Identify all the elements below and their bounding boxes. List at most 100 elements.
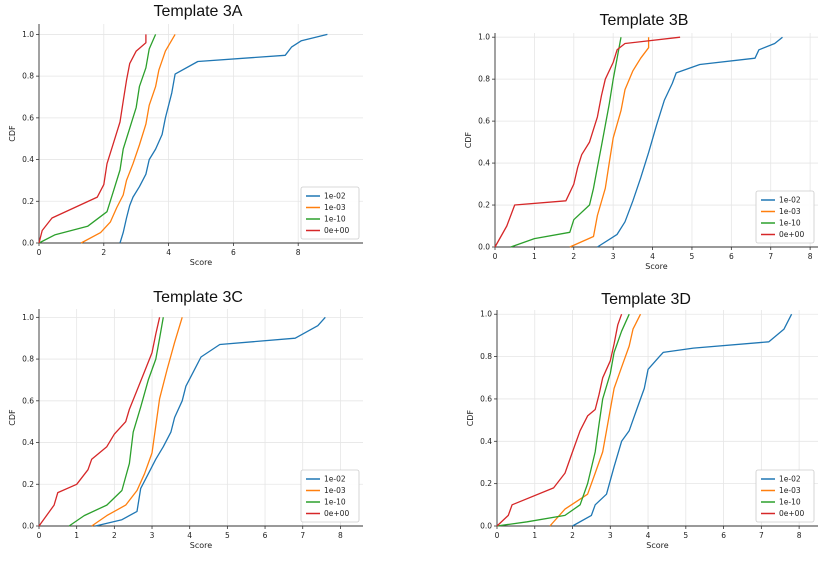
x-tick-label: 1 xyxy=(532,531,537,540)
x-tick-label: 6 xyxy=(263,531,268,540)
chart-title: Template 3D xyxy=(601,291,691,308)
legend-box xyxy=(300,186,360,240)
x-tick-label: 7 xyxy=(300,531,305,540)
legend-label: 0e+00 xyxy=(324,226,349,235)
x-tick-label: 0 xyxy=(37,531,42,540)
y-tick-label: 0.4 xyxy=(22,155,34,164)
series-line-0e+00 xyxy=(38,317,161,527)
series-line-1e-10 xyxy=(38,34,157,244)
x-tick-label: 7 xyxy=(768,252,773,261)
series-line-1e-10 xyxy=(68,317,164,527)
x-tick-label: 1 xyxy=(74,531,79,540)
series-line-1e-10 xyxy=(496,313,630,527)
y-tick-label: 0.4 xyxy=(478,159,490,168)
x-tick-label: 0 xyxy=(37,248,42,257)
y-tick-label: 0.2 xyxy=(22,480,34,489)
x-tick-label: 5 xyxy=(683,531,688,540)
x-tick-label: 4 xyxy=(646,531,651,540)
legend: 1e-02 1e-03 1e-10 0e+00 xyxy=(755,469,815,523)
series-line-1e-02 xyxy=(95,316,326,527)
chart-panel-3: Template 3C 0 1 2 3 4 5 6 7 8 0.0 0.2 0.4 0.6 0.8 1.0 Sc… xyxy=(8,289,363,550)
y-tick-label: 0.6 xyxy=(22,396,34,405)
x-tick-label: 7 xyxy=(759,531,764,540)
y-axis-label: CDF xyxy=(8,125,17,142)
y-tick-label: 0.6 xyxy=(22,113,34,122)
legend: 1e-02 1e-03 1e-10 0e+00 xyxy=(755,190,815,244)
x-tick-label: 8 xyxy=(808,252,813,261)
legend-label: 0e+00 xyxy=(779,509,804,518)
series-line-0e+00 xyxy=(496,313,623,527)
x-axis-label: Score xyxy=(646,541,668,550)
series-line-1e-03 xyxy=(569,37,650,248)
y-axis-label: CDF xyxy=(466,409,475,426)
x-tick-label: 6 xyxy=(231,248,236,257)
x-tick-label: 5 xyxy=(225,531,230,540)
x-tick-label: 3 xyxy=(150,531,155,540)
y-tick-label: 0.2 xyxy=(22,197,34,206)
legend-label: 1e-03 xyxy=(324,486,346,495)
chart-panel-2: Template 3B 0 1 2 3 4 5 6 7 8 0.0 0.2 0.4 0.6 0.8 1.0 Sc… xyxy=(464,12,818,271)
series-line-0e+00 xyxy=(38,34,147,244)
legend-label: 1e-10 xyxy=(779,498,801,507)
x-tick-label: 4 xyxy=(650,252,655,261)
x-tick-label: 8 xyxy=(296,248,301,257)
y-axis-label: CDF xyxy=(464,131,473,148)
x-tick-label: 4 xyxy=(166,248,171,257)
x-tick-label: 3 xyxy=(611,252,616,261)
x-tick-label: 0 xyxy=(495,531,500,540)
y-tick-label: 0.0 xyxy=(480,522,492,531)
y-tick-label: 0.6 xyxy=(478,117,490,126)
x-tick-label: 8 xyxy=(338,531,343,540)
x-tick-label: 6 xyxy=(729,252,734,261)
legend: 1e-02 1e-03 1e-10 0e+00 xyxy=(300,186,360,240)
series-line-1e-03 xyxy=(91,317,183,527)
legend-label: 1e-10 xyxy=(324,498,346,507)
chart-panel-4: Template 3D 0 1 2 3 4 5 6 7 8 0.0 0.2 0.4 0.6 0.8 1.0 Sc… xyxy=(466,291,818,550)
series-line-1e-03 xyxy=(549,313,642,527)
x-tick-label: 5 xyxy=(690,252,695,261)
legend-label: 1e-02 xyxy=(324,475,346,484)
legend-label: 1e-03 xyxy=(324,203,346,212)
legend-box xyxy=(300,469,360,523)
series-line-1e-02 xyxy=(597,36,783,248)
legend-label: 0e+00 xyxy=(779,230,804,239)
y-tick-label: 0.0 xyxy=(22,522,34,531)
chart-title: Template 3A xyxy=(154,3,243,20)
x-axis-label: Score xyxy=(645,262,667,271)
y-tick-label: 0.0 xyxy=(478,243,490,252)
legend-label: 0e+00 xyxy=(324,509,349,518)
y-tick-label: 1.0 xyxy=(480,310,492,319)
x-tick-label: 2 xyxy=(101,248,106,257)
y-tick-label: 0.8 xyxy=(478,75,490,84)
x-tick-label: 2 xyxy=(112,531,117,540)
x-tick-label: 2 xyxy=(571,252,576,261)
x-tick-label: 4 xyxy=(187,531,192,540)
legend-label: 1e-03 xyxy=(779,486,801,495)
y-tick-label: 0.2 xyxy=(480,479,492,488)
series-line-1e-02 xyxy=(119,33,328,244)
chart-panel-1: Template 3A 0 2 4 6 8 0.0 0.2 0.4 0.6 0.8 1.0 Score C… xyxy=(8,3,363,267)
legend-label: 1e-03 xyxy=(779,207,801,216)
y-tick-label: 0.2 xyxy=(478,201,490,210)
x-tick-label: 6 xyxy=(721,531,726,540)
legend-box xyxy=(755,190,815,244)
x-axis-label: Score xyxy=(190,541,212,550)
series-line-1e-02 xyxy=(572,313,793,527)
y-tick-label: 0.8 xyxy=(22,72,34,81)
y-tick-label: 0.0 xyxy=(22,239,34,248)
x-tick-label: 1 xyxy=(532,252,537,261)
y-tick-label: 0.4 xyxy=(480,437,492,446)
legend-label: 1e-02 xyxy=(779,196,801,205)
legend-label: 1e-10 xyxy=(779,219,801,228)
y-tick-label: 0.8 xyxy=(22,355,34,364)
y-tick-label: 1.0 xyxy=(478,33,490,42)
chart-title: Template 3B xyxy=(600,12,689,29)
x-tick-label: 3 xyxy=(608,531,613,540)
y-tick-label: 1.0 xyxy=(22,30,34,39)
y-axis-label: CDF xyxy=(8,409,17,426)
y-tick-label: 0.6 xyxy=(480,394,492,403)
y-tick-label: 1.0 xyxy=(22,313,34,322)
x-tick-label: 8 xyxy=(797,531,802,540)
legend-label: 1e-02 xyxy=(779,475,801,484)
